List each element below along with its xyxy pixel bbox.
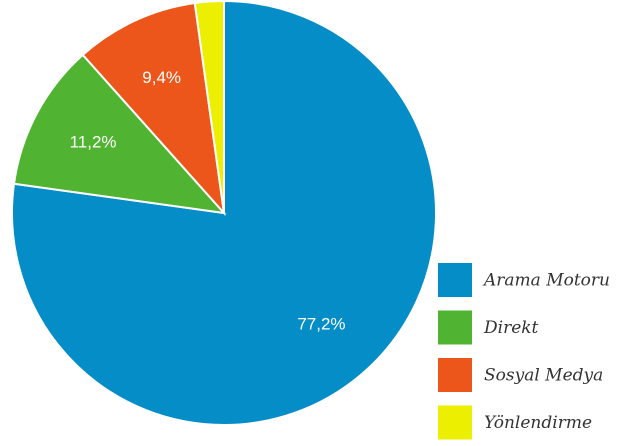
pie-slice bbox=[193, 0, 225, 214]
legend-swatch bbox=[438, 310, 472, 345]
legend-label: Arama Motoru bbox=[482, 271, 610, 291]
legend-label: Yönlendirme bbox=[484, 413, 592, 433]
legend-swatch bbox=[438, 405, 472, 440]
slice-label: 11,2% bbox=[70, 133, 117, 152]
legend-swatch bbox=[438, 263, 472, 297]
legend-label: Sosyal Medya bbox=[484, 366, 603, 386]
legend-label: Direkt bbox=[483, 318, 539, 338]
legend-swatch bbox=[438, 358, 472, 392]
slice-label: 9,4% bbox=[142, 68, 181, 87]
slice-label: 77,2% bbox=[297, 314, 345, 333]
pie-slice bbox=[12, 53, 227, 215]
pie-slice bbox=[81, 1, 226, 217]
